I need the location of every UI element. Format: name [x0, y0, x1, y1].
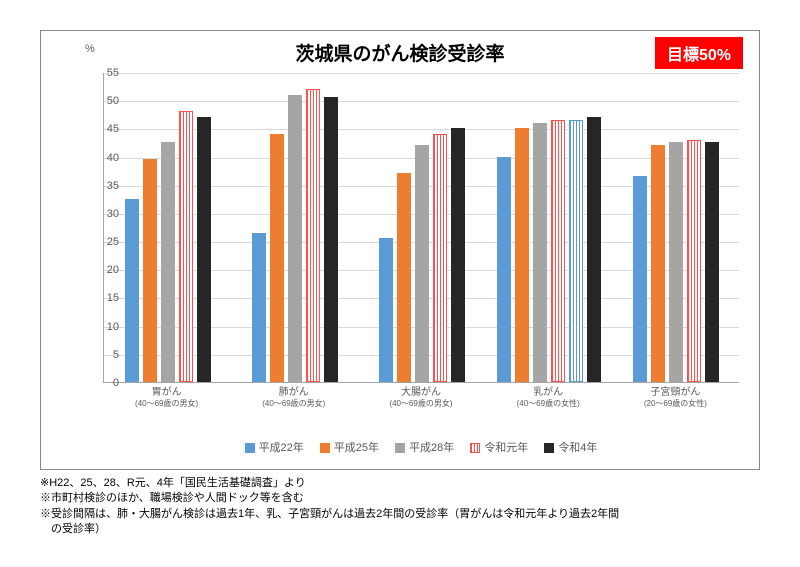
bar — [397, 173, 411, 382]
bar — [497, 157, 511, 382]
legend: 平成22年 平成25年 平成28年 令和元年 令和4年 — [103, 439, 739, 455]
bar — [451, 128, 465, 382]
bar — [252, 233, 266, 382]
legend-label: 平成28年 — [409, 442, 454, 454]
bar — [125, 199, 139, 382]
legend-item: 令和4年 — [544, 439, 597, 455]
bar — [433, 134, 447, 382]
bar — [179, 111, 193, 382]
legend-label: 平成25年 — [334, 442, 379, 454]
footnotes: ※H22、25、28、R元、4年「国民生活基礎調査」より※市町村検診のほか、職場… — [40, 476, 619, 538]
legend-label: 平成22年 — [259, 442, 304, 454]
bar — [415, 145, 429, 382]
chart-container: 茨城県のがん検診受診率 目標50% % 平成22年 平成25年 平成28年 令和元年 令… — [40, 30, 760, 470]
bar — [143, 159, 157, 382]
bar — [705, 142, 719, 382]
y-tick-label: 50 — [89, 95, 119, 107]
bar — [551, 120, 565, 382]
bar — [587, 117, 601, 382]
title-area: 茨城県のがん検診受診率 — [41, 39, 759, 66]
bar — [324, 97, 338, 382]
bar — [569, 120, 583, 382]
bar — [197, 117, 211, 382]
bar — [161, 142, 175, 382]
plot-area — [103, 73, 739, 383]
y-tick-label: 5 — [89, 349, 119, 361]
legend-item: 平成22年 — [245, 439, 304, 455]
bar — [533, 123, 547, 382]
y-tick-label: 20 — [89, 264, 119, 276]
y-tick-label: 55 — [89, 67, 119, 79]
y-tick-label: 15 — [89, 292, 119, 304]
footnote-line: ※H22、25、28、R元、4年「国民生活基礎調査」より — [40, 476, 619, 491]
bar — [379, 238, 393, 382]
y-tick-label: 10 — [89, 321, 119, 333]
x-tick-label: 大腸がん(40～69歳の男女) — [357, 387, 484, 409]
x-tick-label: 胃がん(40～69歳の男女) — [103, 387, 230, 409]
footnote-line: ※市町村検診のほか、職場検診や人間ドック等を含む — [40, 491, 619, 506]
legend-swatch — [544, 443, 554, 453]
y-tick-label: 25 — [89, 236, 119, 248]
gridline — [104, 101, 739, 102]
bar — [633, 176, 647, 382]
legend-swatch — [320, 443, 330, 453]
y-tick-label: 35 — [89, 180, 119, 192]
x-tick-label: 乳がん(40～69歳の女性) — [485, 387, 612, 409]
y-unit-label: % — [85, 43, 95, 55]
legend-swatch — [470, 443, 480, 453]
legend-label: 令和元年 — [484, 442, 528, 454]
footnote-line: の受診率） — [40, 522, 619, 537]
y-tick-label: 40 — [89, 152, 119, 164]
target-badge: 目標50% — [655, 37, 743, 69]
y-tick-label: 30 — [89, 208, 119, 220]
legend-item: 令和元年 — [470, 439, 528, 455]
bar — [651, 145, 665, 382]
bar — [669, 142, 683, 382]
legend-swatch — [395, 443, 405, 453]
x-tick-label: 子宮頸がん(20～69歳の女性) — [612, 387, 739, 409]
footnote-line: ※受診間隔は、肺・大腸がん検診は過去1年、乳、子宮頸がんは過去2年間の受診率（胃… — [40, 507, 619, 522]
bar — [270, 134, 284, 382]
bar — [288, 95, 302, 382]
bar — [687, 140, 701, 382]
legend-swatch — [245, 443, 255, 453]
legend-item: 平成25年 — [320, 439, 379, 455]
chart-title: 茨城県のがん検診受診率 — [295, 39, 504, 66]
y-tick-label: 45 — [89, 123, 119, 135]
bar — [515, 128, 529, 382]
bar — [306, 89, 320, 382]
legend-label: 令和4年 — [558, 442, 597, 454]
x-tick-label: 肺がん(40～69歳の男女) — [230, 387, 357, 409]
gridline — [104, 73, 739, 74]
legend-item: 平成28年 — [395, 439, 454, 455]
